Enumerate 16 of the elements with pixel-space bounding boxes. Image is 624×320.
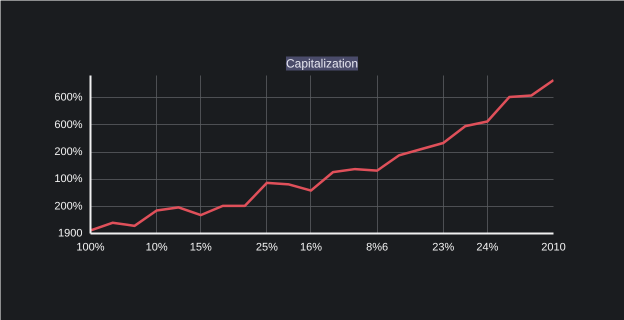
x-tick-label: 10%	[146, 242, 168, 254]
x-tick-label: 25%	[256, 242, 278, 254]
text: 200%	[54, 146, 83, 158]
x-tick-label: 8%6	[366, 242, 388, 254]
x-tick-label: 23%	[432, 242, 454, 254]
text: 600%	[54, 92, 83, 104]
x-tick-label: 100%	[76, 242, 105, 254]
chart-title: Capitalization	[286, 56, 358, 70]
text: 1900	[58, 228, 83, 240]
x-tick-label: 24%	[476, 242, 499, 254]
text: 600%	[54, 118, 83, 131]
text: 100%	[54, 173, 83, 186]
text: 200%	[54, 200, 83, 212]
x-tick-label: 15%	[190, 242, 212, 254]
x-tick-label: 2010	[541, 242, 566, 254]
x-tick-label: 16%	[300, 242, 322, 254]
